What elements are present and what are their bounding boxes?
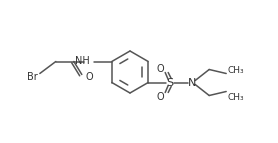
- Text: CH₃: CH₃: [228, 93, 244, 102]
- Text: NH: NH: [75, 56, 90, 66]
- Text: CH₃: CH₃: [228, 66, 244, 75]
- Text: S: S: [167, 78, 174, 88]
- Text: O: O: [85, 72, 93, 82]
- Text: N: N: [188, 78, 196, 88]
- Text: Br: Br: [28, 72, 38, 82]
- Text: O: O: [156, 63, 164, 74]
- Text: O: O: [156, 92, 164, 102]
